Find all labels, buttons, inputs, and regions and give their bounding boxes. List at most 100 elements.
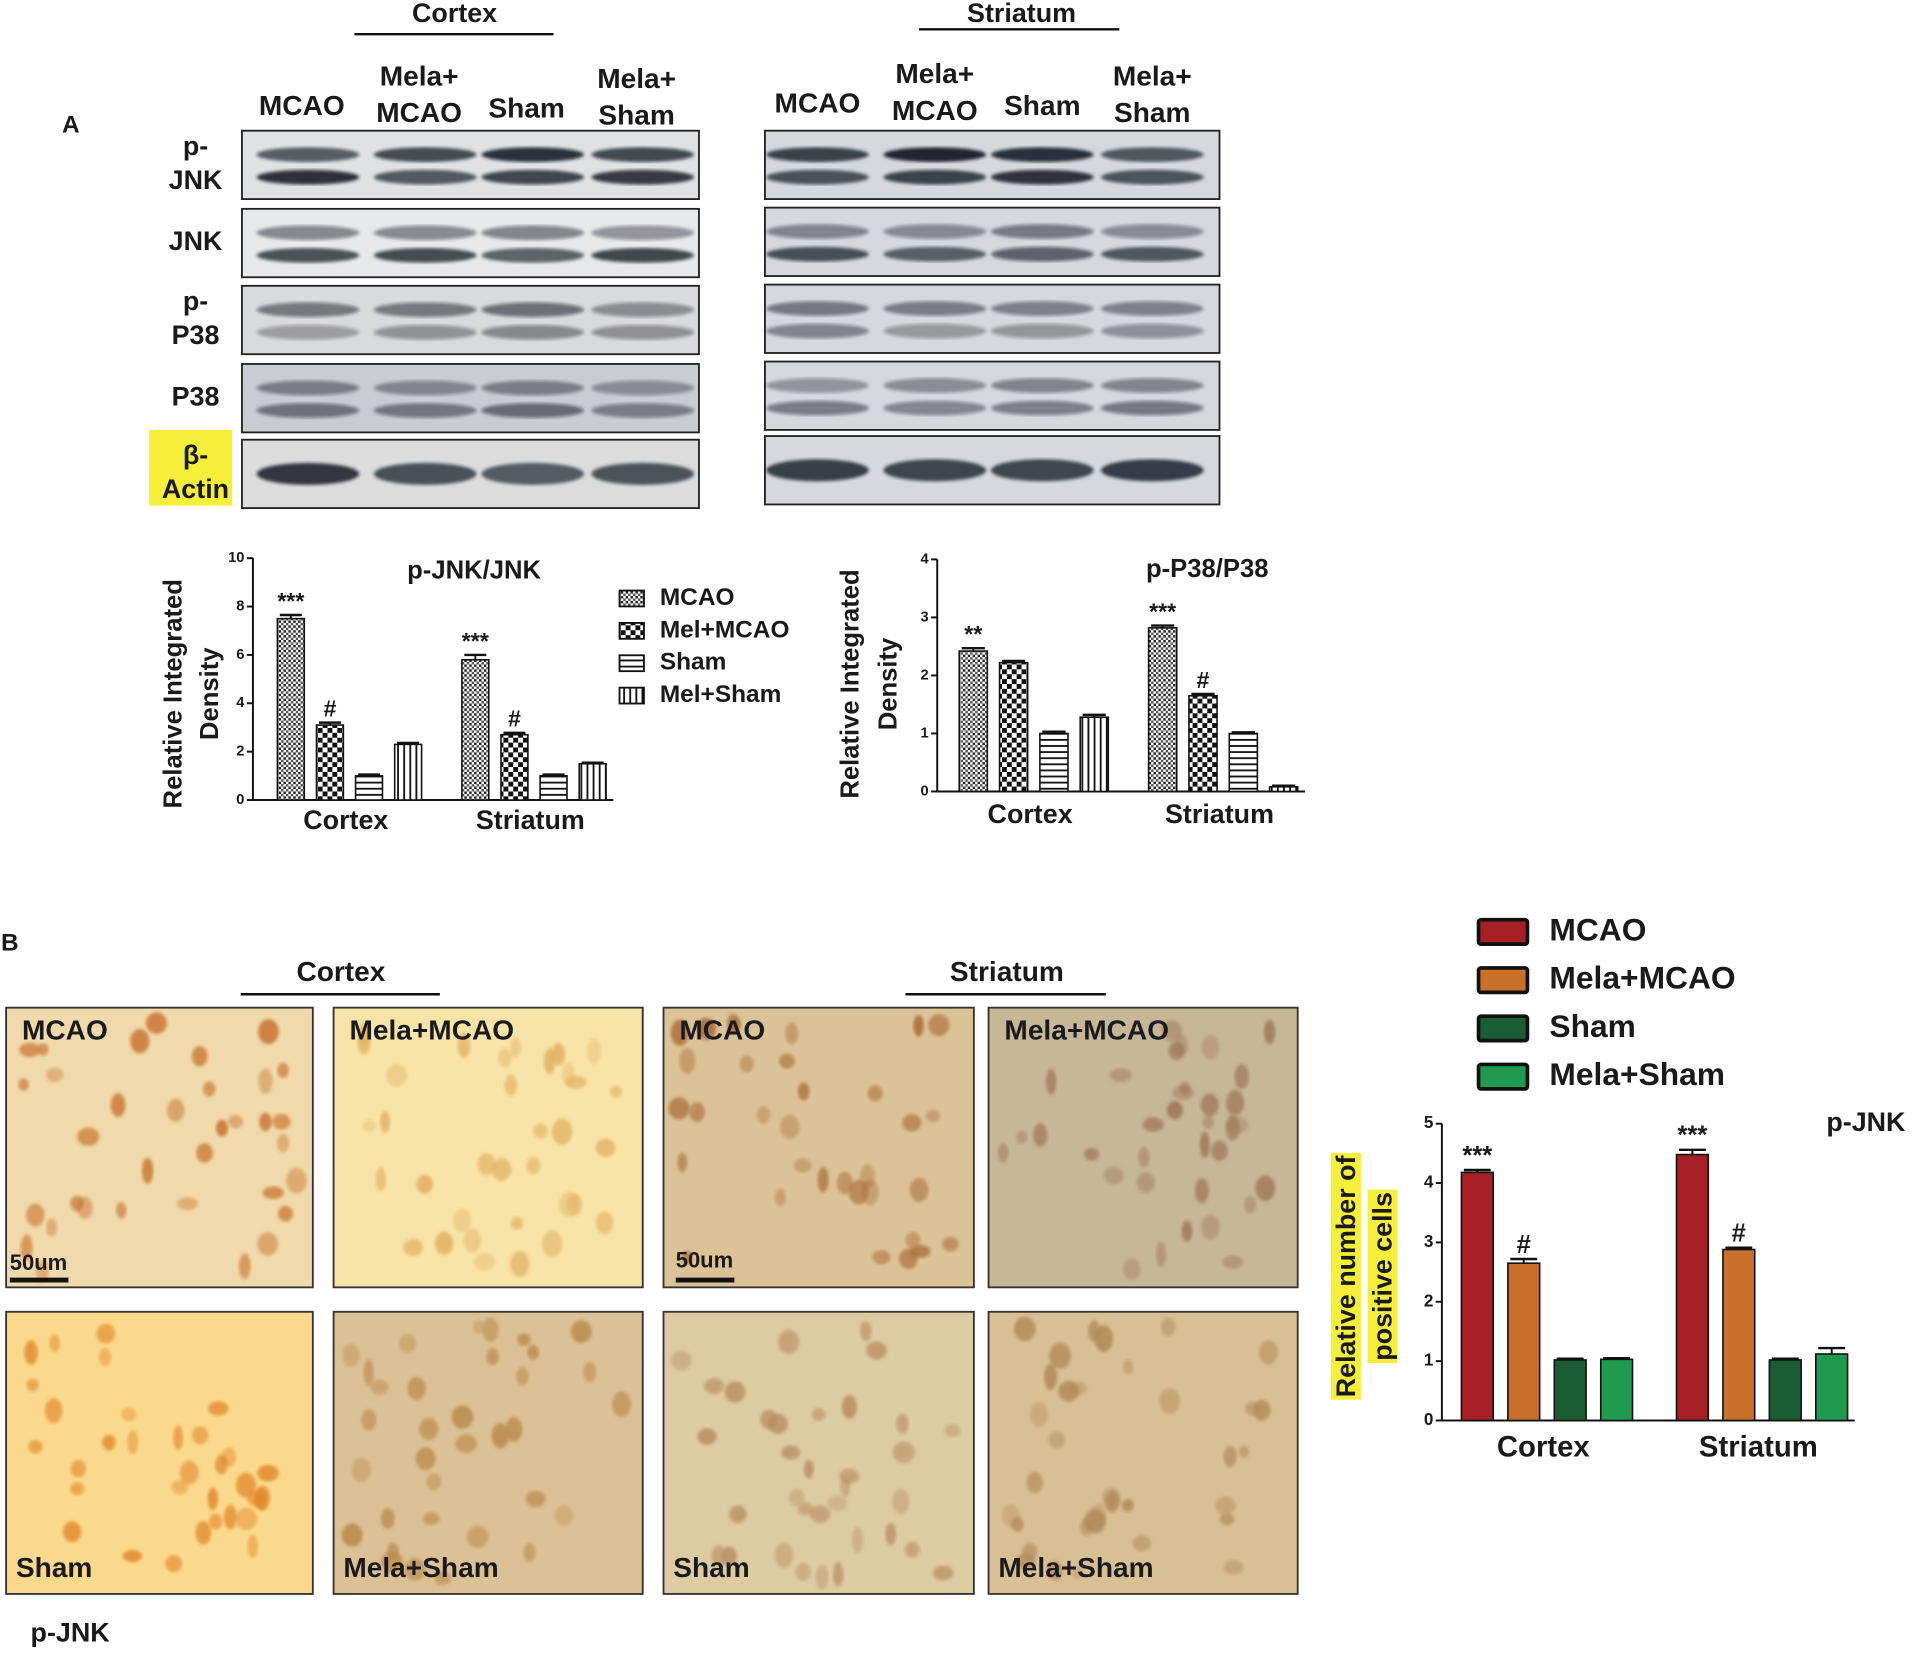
legend-label: MCAO	[660, 584, 735, 611]
cell	[434, 1231, 454, 1255]
cell	[811, 1408, 826, 1421]
bar	[315, 724, 345, 801]
chart-title: p-JNK	[1826, 1107, 1906, 1137]
image-label: Sham	[673, 1552, 749, 1583]
cell	[403, 1238, 423, 1256]
cell	[477, 1153, 497, 1176]
lane-label: MCAO	[892, 95, 978, 126]
cell	[102, 1434, 116, 1451]
blot-band	[256, 248, 360, 263]
bar	[461, 658, 490, 801]
cell	[840, 1476, 851, 1498]
cell	[851, 1526, 864, 1554]
cell	[191, 1426, 209, 1445]
error-bar	[1042, 730, 1066, 734]
blot-band	[373, 225, 477, 241]
cell	[235, 1472, 257, 1498]
error-bar	[1603, 1356, 1631, 1360]
error-bar	[1151, 624, 1175, 628]
error-bar	[503, 731, 526, 735]
cell	[37, 1043, 49, 1056]
blot-band	[1100, 378, 1204, 393]
significance-label: ***	[1462, 1142, 1492, 1170]
blot-band	[1100, 147, 1204, 162]
legend-label: Sham	[660, 649, 727, 676]
blot-band	[373, 302, 477, 318]
cell	[277, 1133, 290, 1153]
lane-label: Mela+	[380, 61, 459, 92]
error-bar	[1510, 1257, 1538, 1264]
cell	[1181, 1220, 1193, 1242]
cell	[196, 1143, 213, 1163]
blot-row-label: P38	[172, 320, 220, 350]
bar	[500, 733, 529, 801]
cell	[370, 1379, 389, 1395]
cell	[543, 1047, 556, 1075]
y-tick-label: 3	[921, 609, 929, 625]
x-tick-label: Cortex	[988, 799, 1073, 829]
error-bar	[961, 646, 985, 652]
blot-band	[990, 224, 1094, 239]
blot-band	[990, 323, 1094, 339]
cell	[453, 1208, 471, 1233]
cell	[466, 1526, 489, 1548]
cell	[517, 1333, 531, 1347]
cell	[832, 1561, 844, 1587]
blot-band	[373, 403, 477, 418]
cell	[434, 1571, 451, 1586]
cell	[928, 1014, 950, 1037]
cell	[866, 1341, 887, 1360]
cell	[836, 1171, 853, 1195]
image-label: Sham	[16, 1552, 92, 1583]
y-axis-label: Density	[874, 637, 902, 730]
error-bar	[1231, 731, 1255, 734]
cell	[697, 1018, 715, 1041]
panel-label: A	[62, 111, 80, 138]
blot-band	[766, 301, 869, 316]
error-bar	[464, 653, 487, 660]
cell	[998, 1143, 1009, 1163]
cell	[697, 1428, 717, 1445]
blot-band	[883, 378, 987, 393]
cell	[505, 1416, 523, 1442]
cell	[497, 1048, 512, 1068]
cell	[810, 1505, 831, 1523]
cell	[1123, 1359, 1134, 1375]
error-bar	[542, 773, 565, 776]
image-label: MCAO	[22, 1015, 108, 1046]
cell	[504, 1074, 518, 1096]
cell	[1223, 1559, 1244, 1575]
cell	[1226, 1089, 1245, 1116]
legend-label: Mel+Sham	[660, 681, 782, 708]
blot-row-label: β-	[183, 440, 208, 470]
blot-band	[373, 169, 477, 185]
bar	[1768, 1359, 1802, 1422]
cell	[1048, 1430, 1066, 1449]
blot-row-label: JNK	[169, 165, 223, 195]
cell	[1084, 1509, 1106, 1534]
cell	[867, 1084, 883, 1102]
bar	[354, 775, 384, 801]
ihc-region: Striatum	[950, 956, 1064, 987]
cell	[1161, 1020, 1183, 1042]
cell	[398, 1334, 417, 1353]
blot-band	[481, 324, 585, 340]
blot-band	[1100, 459, 1204, 482]
cell	[173, 1425, 184, 1450]
legend-label: Mela+MCAO	[1549, 960, 1735, 996]
cell	[404, 1558, 426, 1581]
error-bar	[1678, 1148, 1706, 1155]
cell	[1223, 1445, 1237, 1468]
cell	[1011, 1517, 1024, 1532]
cell	[258, 1019, 279, 1045]
blot-band	[883, 400, 987, 416]
blot-band	[766, 169, 869, 185]
cell	[20, 1234, 33, 1261]
y-axis-label: Density	[196, 647, 224, 740]
cell	[1136, 1172, 1155, 1194]
micrograph	[5, 1310, 314, 1595]
y-tick-label: 1	[1424, 1351, 1434, 1370]
cell	[1166, 1100, 1183, 1120]
cell	[26, 1203, 45, 1227]
cell	[286, 1167, 307, 1194]
